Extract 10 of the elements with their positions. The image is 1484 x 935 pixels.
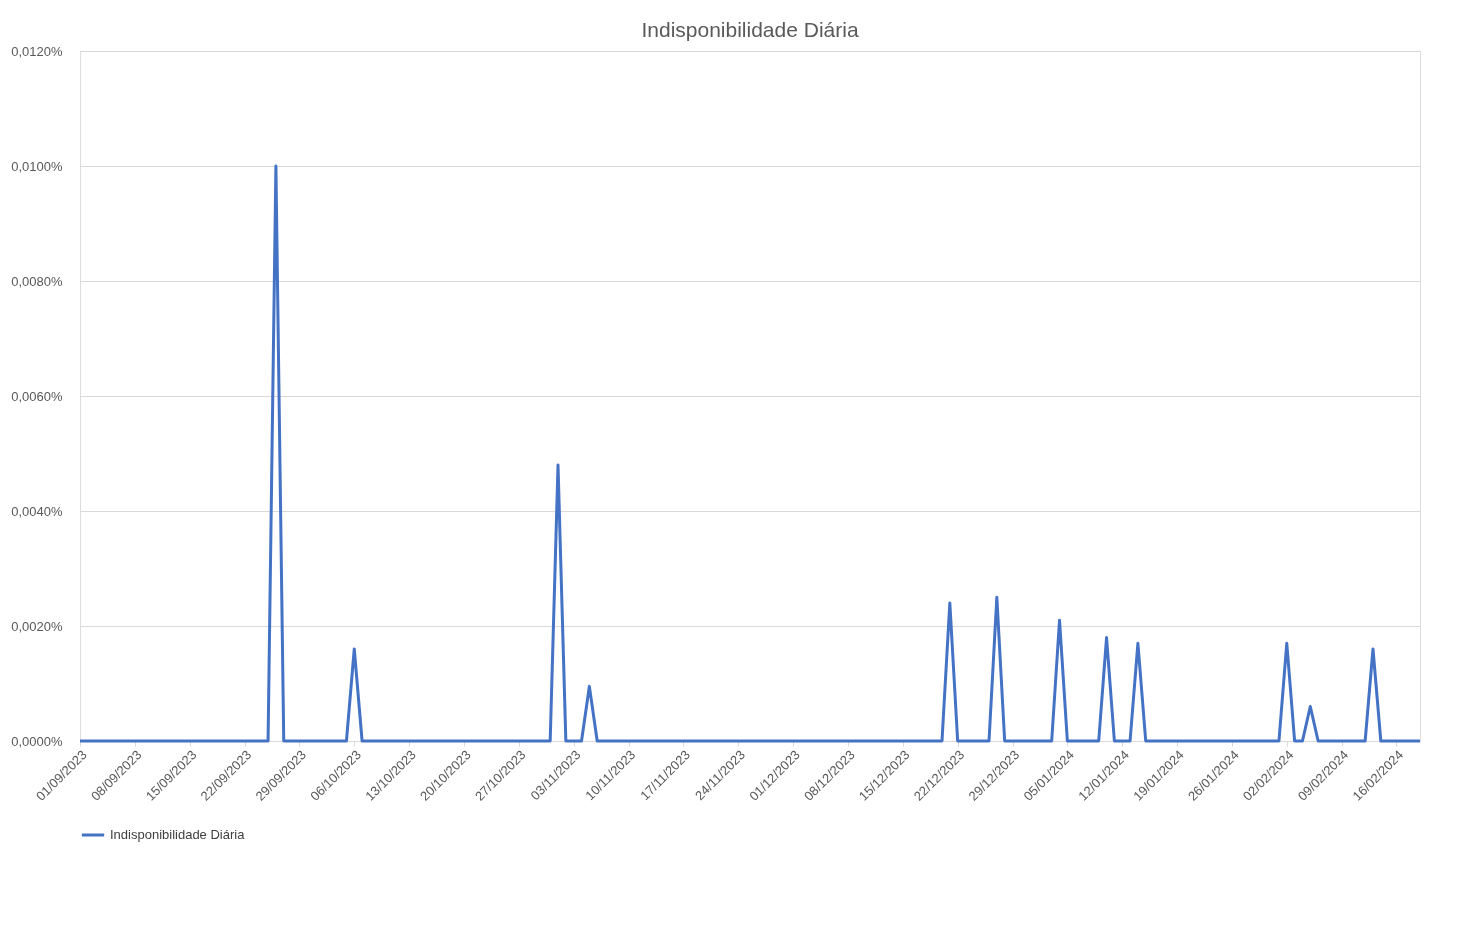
y-tick-label: 0,0100% <box>11 158 63 174</box>
line-series <box>78 164 1422 743</box>
y-tick-label: 0,0080% <box>11 273 63 289</box>
y-tick-label: 0,0060% <box>11 388 63 404</box>
chart-title: Indisponibilidade Diária <box>641 18 859 41</box>
y-tick-label: 0,0040% <box>11 503 63 519</box>
y-tick-label: 0,0000% <box>11 733 63 749</box>
y-tick-label: 0,0020% <box>11 618 63 634</box>
legend-label: Indisponibilidade Diária <box>110 827 246 842</box>
y-tick-label: 0,0120% <box>11 43 63 59</box>
